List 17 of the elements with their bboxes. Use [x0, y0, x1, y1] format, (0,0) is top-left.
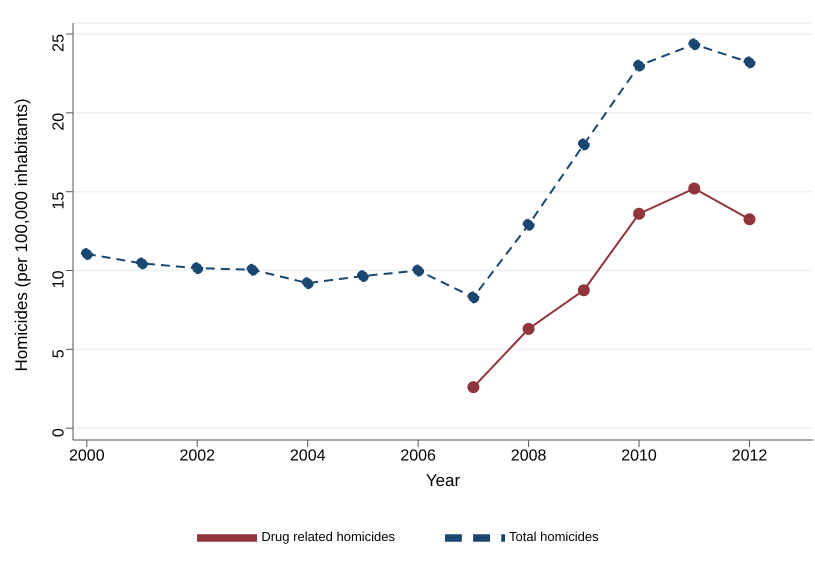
legend-label: Drug related homicides [261, 529, 396, 544]
y-tick-label: 10 [50, 270, 68, 288]
x-tick-label: 2002 [179, 447, 216, 464]
x-tick-label: 2000 [69, 447, 105, 464]
y-tick-label: 25 [50, 34, 68, 52]
y-tick-label: 15 [50, 192, 68, 210]
x-tick-label: 2004 [290, 447, 326, 464]
y-axis-title: Homicides (per 100,000 inhabitants) [12, 98, 32, 372]
x-axis-title: Year [426, 471, 461, 490]
y-tick-label: 20 [50, 112, 68, 131]
x-tick-label: 2010 [621, 447, 657, 464]
legend-label: Total homicides [509, 529, 599, 544]
x-tick-label: 2012 [732, 447, 768, 464]
y-tick-label: 0 [50, 428, 68, 438]
x-tick-label: 2008 [510, 447, 546, 464]
x-tick-label: 2006 [400, 447, 436, 464]
y-tick-label: 5 [50, 349, 68, 358]
